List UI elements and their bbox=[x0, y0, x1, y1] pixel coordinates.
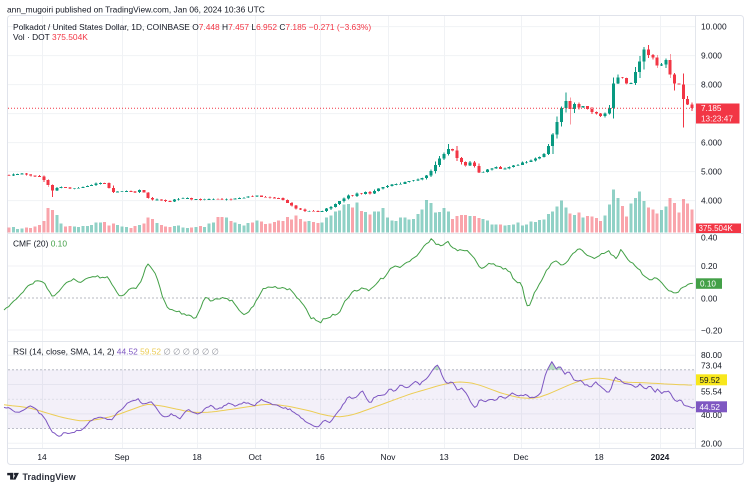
svg-text:73.04: 73.04 bbox=[701, 361, 722, 371]
svg-text:Sep: Sep bbox=[115, 452, 130, 462]
svg-text:Nov: Nov bbox=[381, 452, 397, 462]
svg-text:10.000: 10.000 bbox=[701, 22, 727, 32]
svg-text:Dec: Dec bbox=[514, 452, 529, 462]
svg-text:0.00: 0.00 bbox=[701, 294, 718, 304]
svg-text:Oct: Oct bbox=[248, 452, 262, 462]
svg-text:20.00: 20.00 bbox=[701, 438, 722, 448]
svg-text:13: 13 bbox=[439, 452, 449, 462]
svg-text:18: 18 bbox=[594, 452, 604, 462]
svg-text:59.52: 59.52 bbox=[700, 376, 721, 385]
svg-text:0.40: 0.40 bbox=[701, 233, 718, 243]
svg-text:80.00: 80.00 bbox=[701, 350, 722, 360]
svg-text:Vol · DOT 375.504K: Vol · DOT 375.504K bbox=[13, 32, 88, 42]
svg-text:4.000: 4.000 bbox=[701, 196, 722, 206]
svg-text:7.185: 7.185 bbox=[701, 104, 722, 113]
svg-text:6.000: 6.000 bbox=[701, 138, 722, 148]
svg-text:18: 18 bbox=[192, 452, 202, 462]
svg-text:44.52: 44.52 bbox=[700, 403, 721, 412]
svg-text:16: 16 bbox=[315, 452, 325, 462]
svg-text:13:23:47: 13:23:47 bbox=[701, 115, 733, 124]
svg-text:9.000: 9.000 bbox=[701, 51, 722, 61]
svg-text:2024: 2024 bbox=[651, 452, 670, 462]
svg-text:−0.20: −0.20 bbox=[701, 325, 723, 335]
svg-text:40.00: 40.00 bbox=[701, 410, 722, 420]
svg-text:RSI (14, close, SMA, 14, 2) 44: RSI (14, close, SMA, 14, 2) 44.52 59.52 … bbox=[13, 347, 219, 357]
svg-text:8.000: 8.000 bbox=[701, 80, 722, 90]
svg-text:0.20: 0.20 bbox=[701, 261, 718, 271]
svg-text:CMF (20) 0.10: CMF (20) 0.10 bbox=[13, 239, 67, 249]
svg-text:Polkadot / United States Dolla: Polkadot / United States Dollar, 1D, COI… bbox=[13, 22, 371, 32]
svg-text:14: 14 bbox=[37, 452, 47, 462]
svg-text:0.10: 0.10 bbox=[700, 279, 716, 288]
svg-text:ann_mugoiri published on Tradi: ann_mugoiri published on TradingView.com… bbox=[7, 5, 265, 15]
svg-text:5.000: 5.000 bbox=[701, 167, 722, 177]
svg-text:375.504K: 375.504K bbox=[699, 224, 734, 233]
svg-text:55.54: 55.54 bbox=[701, 387, 722, 397]
svg-text:TradingView: TradingView bbox=[23, 472, 76, 482]
